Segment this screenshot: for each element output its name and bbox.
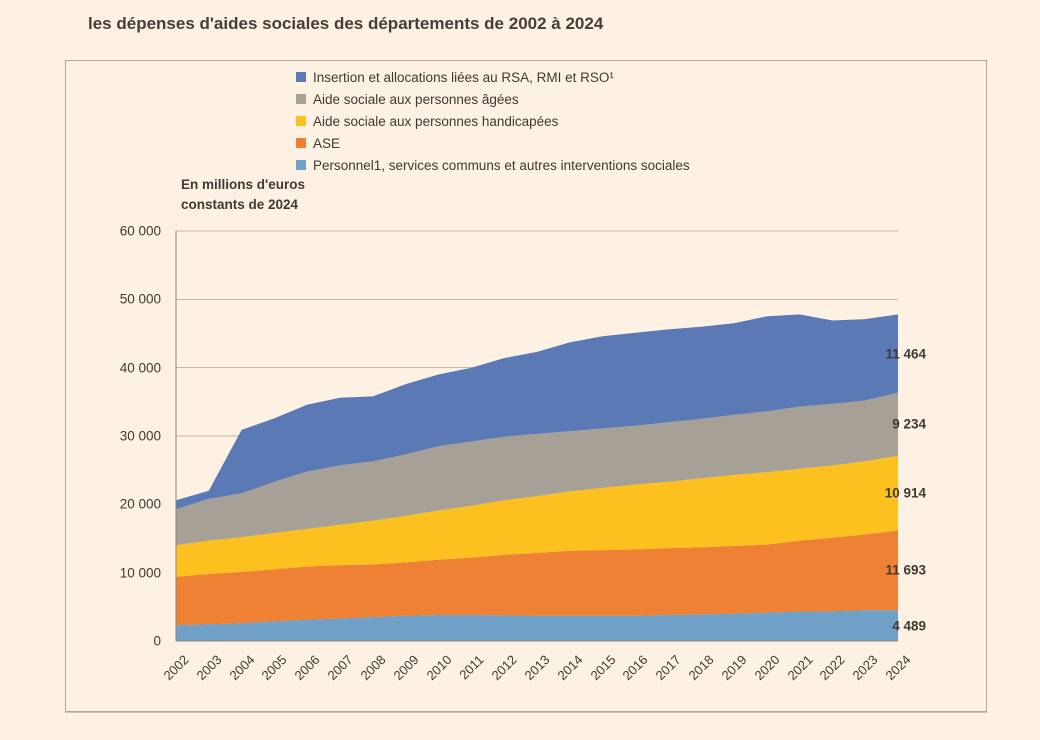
area-ase [176,530,898,626]
value-label-2024: 9 234 [892,416,926,432]
legend-item: Personnel1, services communs et autres i… [296,154,690,176]
area-personnel1 [176,610,898,641]
legend-item: ASE [296,132,690,154]
legend-item: Aide sociale aux personnes handicapées [296,110,690,132]
value-label-2024: 4 489 [892,618,926,634]
legend-label: Personnel1, services communs et autres i… [313,157,690,173]
y-axis-title: En millions d'euros constants de 2024 [181,175,305,215]
y-axis-title-line1: En millions d'euros [181,177,305,192]
legend: Insertion et allocations liées au RSA, R… [296,66,690,176]
value-label-2024: 11 693 [885,562,926,578]
y-tick-label: 20 000 [119,496,161,512]
legend-item: Insertion et allocations liées au RSA, R… [296,66,690,88]
legend-swatch-icon [296,160,306,170]
y-tick-label: 40 000 [119,360,161,376]
legend-label: Aide sociale aux personnes âgées [313,91,519,107]
stacked-area-plot [175,230,898,642]
legend-label: Insertion et allocations liées au RSA, R… [313,69,614,85]
y-tick-label: 10 000 [119,565,161,581]
page-title: les dépenses d'aides sociales des départ… [88,14,604,33]
legend-label: ASE [313,135,341,151]
legend-label: Aide sociale aux personnes handicapées [313,113,559,129]
legend-item: Aide sociale aux personnes âgées [296,88,690,110]
chart-box: Insertion et allocations liées au RSA, R… [65,60,987,712]
y-tick-label: 0 [153,633,161,649]
legend-swatch-icon [296,94,306,104]
legend-swatch-icon [296,72,306,82]
legend-swatch-icon [296,138,306,148]
area-aide-sociale-aux-personnes-g-es [176,392,898,546]
legend-swatch-icon [296,116,306,126]
value-label-2024: 10 914 [884,485,926,501]
y-tick-label: 50 000 [119,291,161,307]
value-label-2024: 11 464 [885,346,926,362]
y-axis-title-line2: constants de 2024 [181,197,299,212]
y-tick-label: 30 000 [119,428,161,444]
area-insertion-et-allocations-li-es-au-rsa [176,314,898,510]
area-aide-sociale-aux-personnes-handicap-es [176,455,898,577]
y-tick-label: 60 000 [119,223,161,239]
